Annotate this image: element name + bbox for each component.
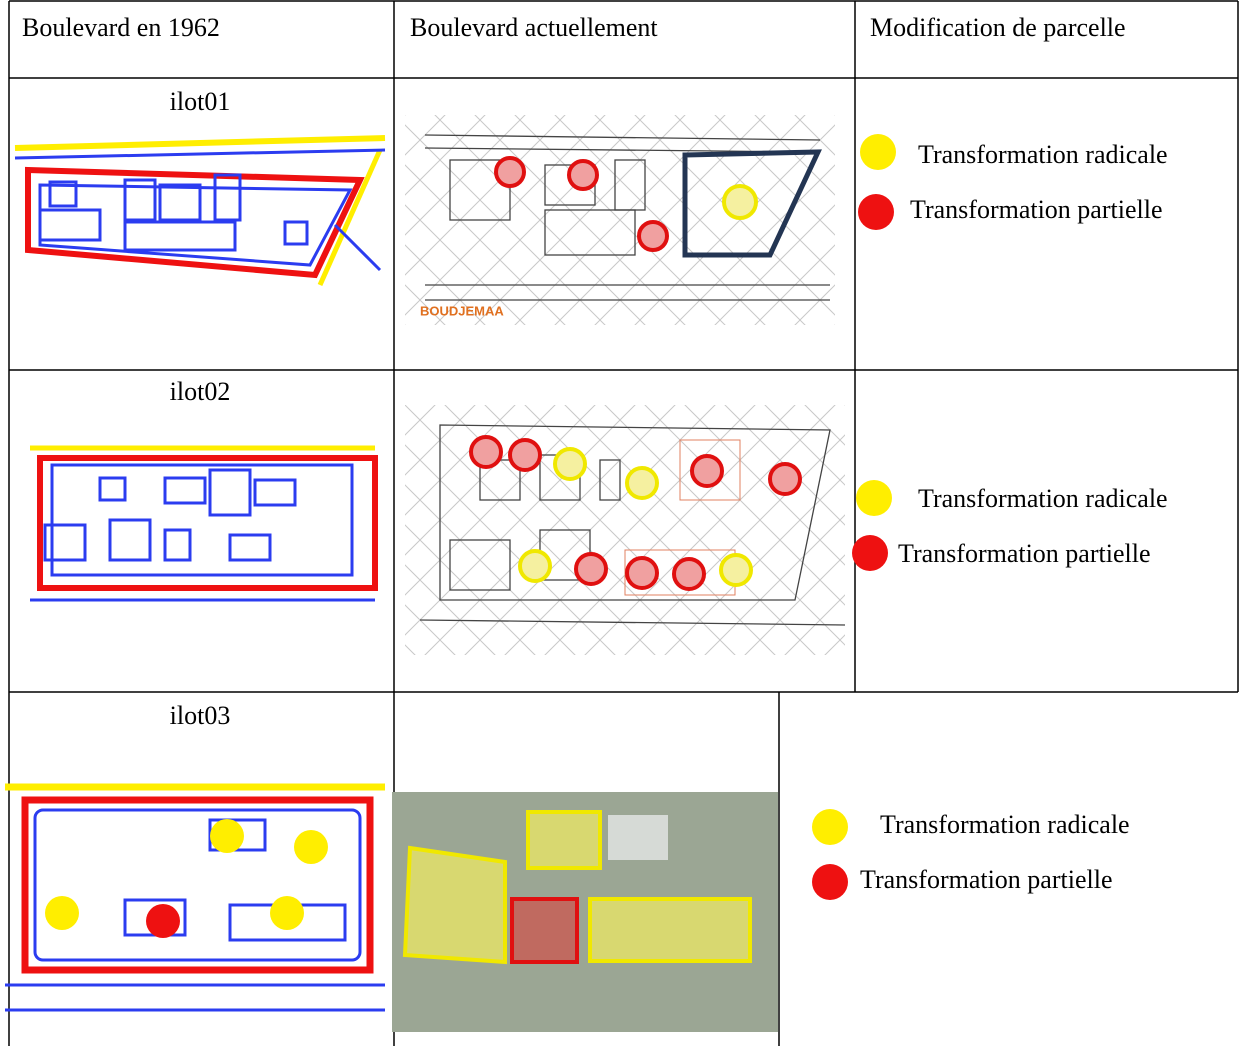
- row-label: ilot03: [170, 701, 231, 730]
- legend-text: Transformation radicale: [918, 140, 1168, 169]
- legend-text: Transformation partielle: [910, 195, 1162, 224]
- row-label: ilot01: [170, 87, 231, 116]
- map-now: [405, 405, 846, 655]
- legend-text: Transformation radicale: [918, 484, 1168, 513]
- header: Boulevard en 1962: [22, 13, 220, 42]
- row-label: ilot02: [170, 377, 231, 406]
- legend-text: Transformation partielle: [860, 865, 1112, 894]
- map-now: BOUDJEMAA: [405, 115, 835, 325]
- map-label: BOUDJEMAA: [420, 303, 504, 318]
- header: Boulevard actuellement: [410, 13, 658, 42]
- legend-text: Transformation radicale: [880, 810, 1130, 839]
- map-1962: [14, 135, 386, 287]
- table-grid: [8, 0, 1239, 1046]
- map-1962: [5, 783, 385, 1012]
- header: Modification de parcelle: [870, 13, 1126, 42]
- map-1962: [30, 445, 378, 602]
- legend-text: Transformation partielle: [898, 539, 1150, 568]
- map-photo: [392, 792, 778, 1032]
